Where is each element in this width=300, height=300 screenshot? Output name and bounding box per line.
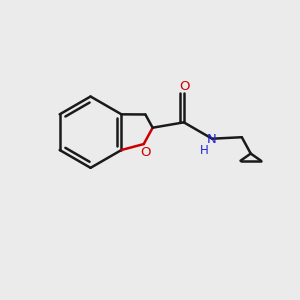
Text: H: H [200,143,209,157]
Text: O: O [140,146,151,159]
Text: O: O [179,80,190,93]
Text: N: N [207,133,217,146]
